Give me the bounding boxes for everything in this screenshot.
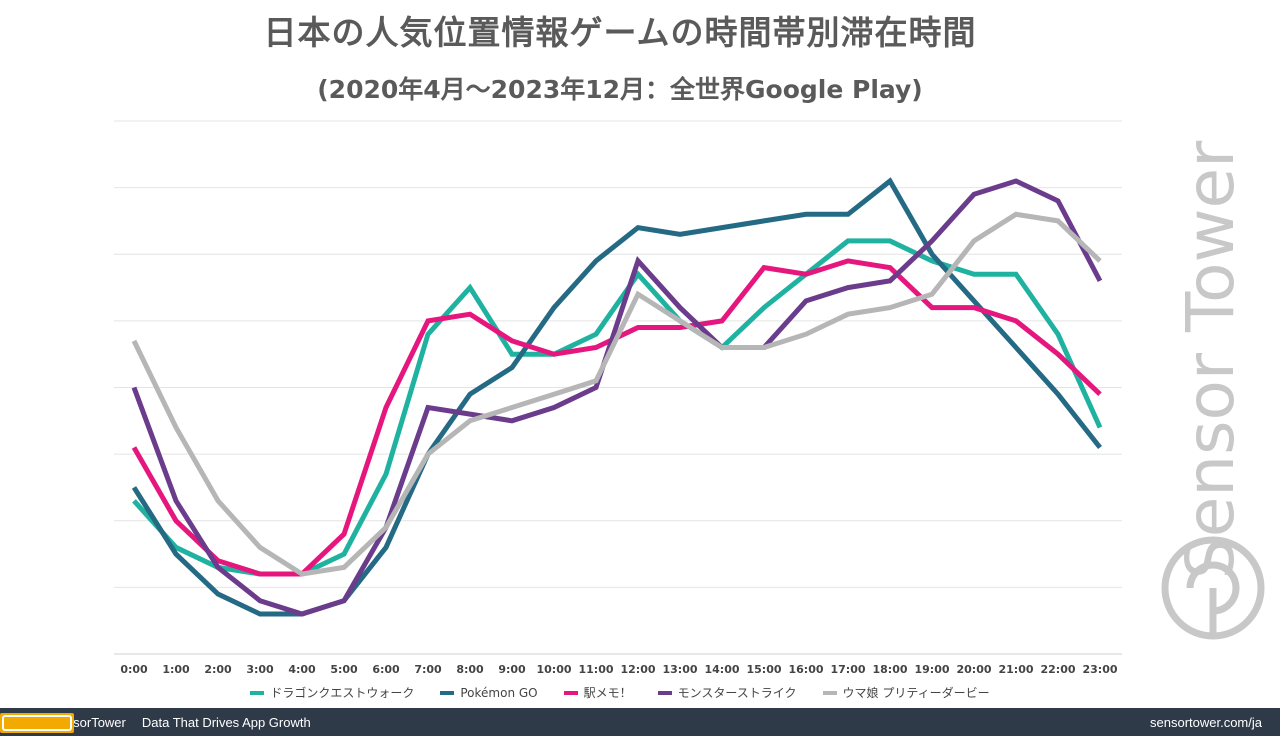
sensor-tower-watermark: Sensor Tower: [1172, 141, 1249, 579]
x-tick-label: 19:00: [914, 663, 949, 676]
x-tick-label: 9:00: [498, 663, 526, 676]
chart-legend: ドラゴンクエストウォーク Pokémon GO 駅メモ！ モンスターストライク ウマ娘 …: [0, 684, 1240, 701]
legend-item-4: ウマ娘 プリティーダービー: [822, 684, 990, 701]
legend-label: ドラゴンクエストウォーク: [270, 686, 415, 700]
x-tick-label: 13:00: [662, 663, 697, 676]
x-tick-label: 23:00: [1082, 663, 1117, 676]
legend-swatch: [822, 690, 837, 695]
x-tick-label: 3:00: [246, 663, 274, 676]
legend-swatch: [250, 690, 265, 695]
gridlines: [114, 120, 1122, 655]
legend-item-2: 駅メモ！: [563, 684, 632, 701]
x-tick-label: 22:00: [1040, 663, 1075, 676]
famitsu-logo-icon: [0, 713, 74, 733]
legend-swatch: [563, 690, 578, 695]
legend-item-0: ドラゴンクエストウォーク: [250, 684, 414, 701]
footer-tagline: Data That Drives App Growth: [141, 714, 311, 730]
legend-item-1: Pokémon GO: [440, 684, 538, 701]
x-tick-label: 17:00: [830, 663, 865, 676]
x-tick-label: 4:00: [288, 663, 316, 676]
legend-swatch: [657, 690, 672, 695]
x-tick-label: 20:00: [956, 663, 991, 676]
x-tick-label: 15:00: [746, 663, 781, 676]
x-tick-label: 16:00: [788, 663, 823, 676]
sensor-tower-logo-icon: [1161, 536, 1265, 640]
series-line-0: [132, 238, 1103, 577]
x-tick-label: 7:00: [414, 663, 442, 676]
x-tick-label: 21:00: [998, 663, 1033, 676]
x-tick-label: 14:00: [704, 663, 739, 676]
x-tick-label: 1:00: [162, 663, 190, 676]
legend-label: Pokémon GO: [460, 685, 538, 700]
series-line-4: [131, 211, 1102, 577]
x-tick-label: 18:00: [872, 663, 907, 676]
series-lines: [131, 177, 1103, 617]
chart-subtitle: (2020年4月～2023年12月：全世界Google Play): [317, 75, 923, 104]
legend-item-3: モンスターストライク: [657, 684, 797, 701]
chart-title: 日本の人気位置情報ゲームの時間帯別滞在時間: [263, 13, 977, 52]
legend-label: モンスターストライク: [677, 686, 797, 700]
x-axis-tick-labels: 0:00 1:00 2:00 3:00 4:00 5:00 6:00 7:00 8:00 9:00…: [120, 663, 1118, 676]
x-tick-label: 0:00: [120, 663, 148, 676]
footer-url[interactable]: sensortower.com/ja: [1150, 714, 1262, 730]
x-tick-label: 5:00: [330, 663, 358, 676]
x-tick-label: 12:00: [620, 663, 655, 676]
x-tick-label: 10:00: [536, 663, 571, 676]
legend-label: ウマ娘 プリティーダービー: [842, 686, 990, 700]
watermark-text: Sensor Tower: [1171, 140, 1249, 580]
series-line-3: [131, 178, 1103, 617]
x-tick-label: 2:00: [204, 663, 232, 676]
x-tick-label: 8:00: [456, 663, 484, 676]
series-line-1: [131, 177, 1102, 617]
legend-label: 駅メモ！: [583, 686, 632, 700]
footer-bar: SensorTower Data That Drives App Growth …: [0, 708, 1280, 736]
x-tick-label: 6:00: [372, 663, 400, 676]
legend-swatch: [440, 690, 455, 695]
x-tick-label: 11:00: [578, 663, 613, 676]
